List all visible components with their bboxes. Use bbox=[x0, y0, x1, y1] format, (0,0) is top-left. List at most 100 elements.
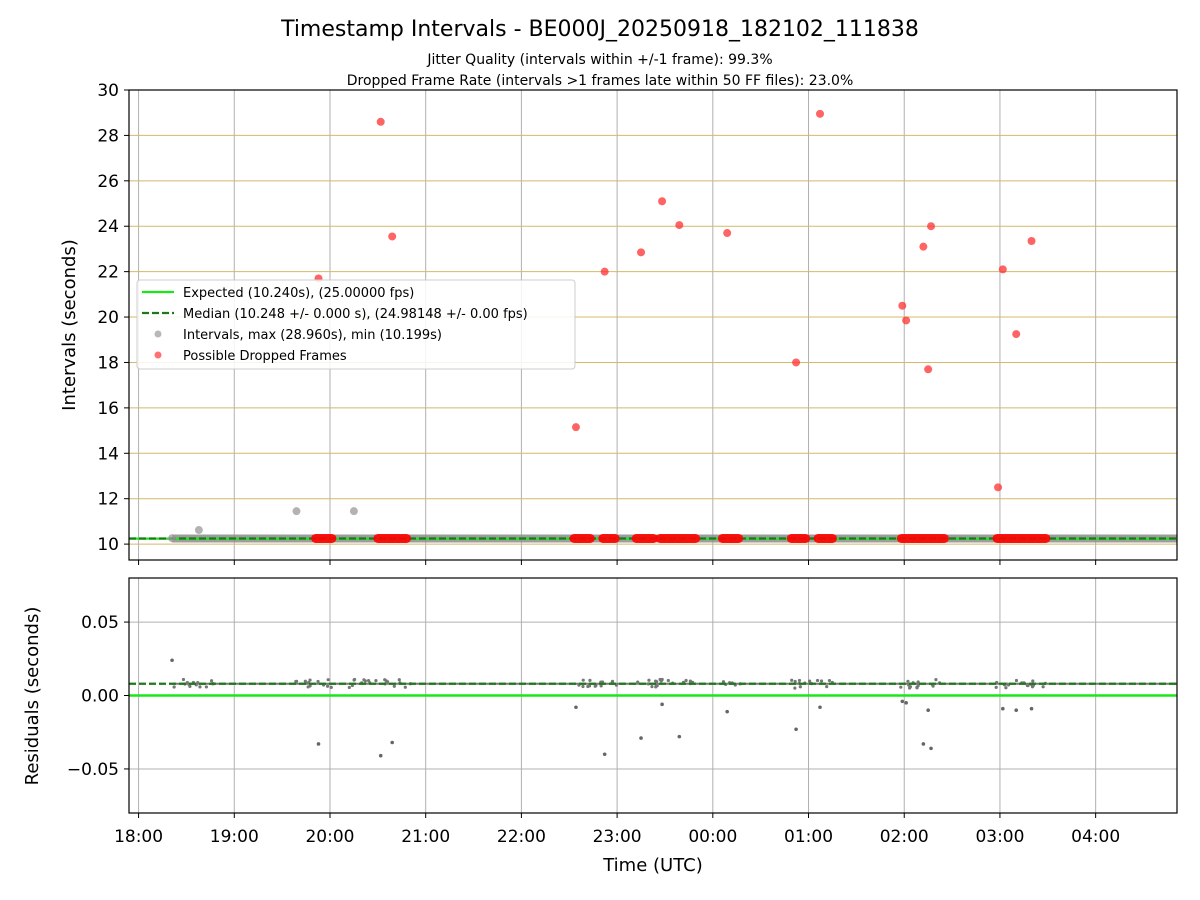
dropped-frame-point bbox=[675, 221, 684, 230]
residual-point bbox=[1004, 686, 1008, 690]
legend: Expected (10.240s), (25.00000 fps) Media… bbox=[136, 279, 576, 370]
residual-outlier-point bbox=[926, 708, 930, 712]
top-panel-axes: 10 12 14 16 18 20 22 24 26 28 30 bbox=[97, 81, 1097, 565]
residual-point bbox=[907, 686, 912, 690]
residual-point bbox=[1014, 678, 1019, 683]
residual-point bbox=[1025, 683, 1029, 688]
x-tick-label: 19:00 bbox=[210, 827, 259, 847]
residual-point bbox=[306, 685, 310, 689]
top-y-tick-label: 12 bbox=[97, 490, 119, 510]
x-tick-label: 18:00 bbox=[114, 827, 163, 847]
residual-outlier-point bbox=[725, 709, 729, 714]
residual-point bbox=[198, 685, 202, 689]
residual-point bbox=[994, 685, 998, 689]
subtitle-dropped: Dropped Frame Rate (intervals >1 frames … bbox=[347, 73, 854, 89]
residual-point bbox=[655, 684, 659, 688]
residual-outlier-point bbox=[1014, 708, 1019, 712]
dropped-frame-point bbox=[898, 301, 907, 310]
residual-outlier-point bbox=[929, 746, 933, 751]
bottom-y-tick-label: 0.05 bbox=[81, 613, 119, 633]
dropped-frame-point bbox=[927, 222, 936, 231]
dropped-frame-point bbox=[571, 423, 580, 432]
dropped-frame-point bbox=[816, 109, 825, 118]
bottom-panel-axes: 18:00 19:00 20:00 21:00 22:00 23:00 00:00 01:00… bbox=[67, 613, 1120, 847]
x-tick-label: 04:00 bbox=[1071, 827, 1120, 847]
residual-point bbox=[209, 679, 214, 683]
top-y-tick-label: 16 bbox=[97, 399, 119, 419]
top-y-tick-label: 22 bbox=[97, 263, 119, 283]
bottom-y-axis-label: Residuals (seconds) bbox=[22, 607, 43, 786]
residual-point bbox=[815, 678, 820, 683]
residual-point bbox=[586, 684, 590, 689]
dropped-frame-point bbox=[637, 248, 646, 257]
top-y-tick-label: 10 bbox=[97, 535, 119, 555]
top-y-tick-label: 20 bbox=[97, 308, 119, 328]
residual-point bbox=[798, 685, 802, 689]
residual-point bbox=[899, 685, 903, 689]
residual-point bbox=[916, 684, 920, 688]
residual-outlier-point bbox=[677, 734, 682, 739]
interval-point bbox=[349, 507, 358, 516]
bottom-panel-data bbox=[129, 658, 1177, 758]
subtitle-jitter: Jitter Quality (intervals within +/-1 fr… bbox=[426, 52, 772, 68]
residual-point bbox=[1041, 685, 1045, 689]
residual-point bbox=[790, 678, 794, 682]
residual-point bbox=[1031, 679, 1035, 683]
residual-outlier-point bbox=[378, 753, 383, 758]
residual-outlier-point bbox=[390, 740, 394, 745]
dropped-frame-point bbox=[1012, 330, 1021, 339]
residual-point bbox=[204, 685, 208, 689]
dropped-frame-point bbox=[376, 117, 385, 126]
legend-label-expected: Expected (10.240s), (25.00000 fps) bbox=[183, 286, 414, 301]
residual-outlier-point bbox=[1029, 706, 1034, 711]
residual-outlier-point bbox=[660, 702, 664, 707]
residual-outlier-point bbox=[602, 752, 607, 757]
residual-point bbox=[610, 679, 615, 683]
residual-outlier-point bbox=[818, 705, 822, 710]
residual-point bbox=[326, 678, 330, 682]
residual-point bbox=[666, 678, 670, 683]
legend-swatch-intervals bbox=[154, 330, 162, 338]
chart-title: Timestamp Intervals - BE000J_20250918_18… bbox=[280, 17, 919, 42]
legend-label-intervals: Intervals, max (28.960s), min (10.199s) bbox=[183, 328, 442, 343]
residual-point bbox=[797, 678, 802, 683]
residual-point bbox=[383, 678, 387, 682]
dropped-frame-point bbox=[600, 267, 609, 276]
top-panel-frame bbox=[128, 89, 1178, 561]
residual-outlier-point bbox=[794, 727, 798, 732]
bottom-y-tick-label: −0.05 bbox=[67, 760, 119, 780]
residual-outlier-point bbox=[904, 701, 908, 705]
top-y-axis-label: Intervals (seconds) bbox=[59, 239, 80, 411]
top-y-tick-label: 14 bbox=[97, 444, 119, 464]
residual-point bbox=[352, 677, 357, 682]
top-y-tick-label: 24 bbox=[97, 217, 119, 237]
x-tick-label: 20:00 bbox=[305, 827, 354, 847]
x-tick-label: 00:00 bbox=[688, 827, 737, 847]
residual-point bbox=[172, 685, 176, 689]
legend-label-median: Median (10.248 +/- 0.000 s), (24.98148 +… bbox=[183, 307, 528, 322]
residual-point bbox=[329, 685, 333, 689]
residual-outlier-point bbox=[1001, 706, 1005, 711]
x-tick-label: 23:00 bbox=[593, 827, 642, 847]
x-tick-label: 01:00 bbox=[784, 827, 833, 847]
top-y-tick-label: 26 bbox=[97, 172, 119, 192]
residual-point bbox=[188, 684, 192, 688]
legend-label-dropped: Possible Dropped Frames bbox=[183, 349, 347, 364]
residual-point bbox=[721, 680, 726, 684]
residual-point bbox=[397, 678, 401, 682]
residual-point bbox=[819, 679, 824, 683]
residual-point bbox=[316, 679, 320, 684]
x-tick-label: 03:00 bbox=[975, 827, 1024, 847]
residual-outlier-point bbox=[921, 742, 926, 746]
residual-point bbox=[793, 686, 797, 690]
x-tick-label: 02:00 bbox=[880, 827, 929, 847]
top-y-tick-label: 28 bbox=[97, 126, 119, 146]
residual-outlier-point bbox=[316, 742, 321, 746]
residual-point bbox=[392, 684, 396, 688]
bottom-y-tick-label: 0.00 bbox=[81, 687, 119, 707]
residual-point bbox=[825, 685, 829, 689]
dropped-frame-point bbox=[388, 232, 397, 241]
residual-point bbox=[403, 685, 407, 689]
top-panel-data bbox=[129, 109, 1177, 543]
